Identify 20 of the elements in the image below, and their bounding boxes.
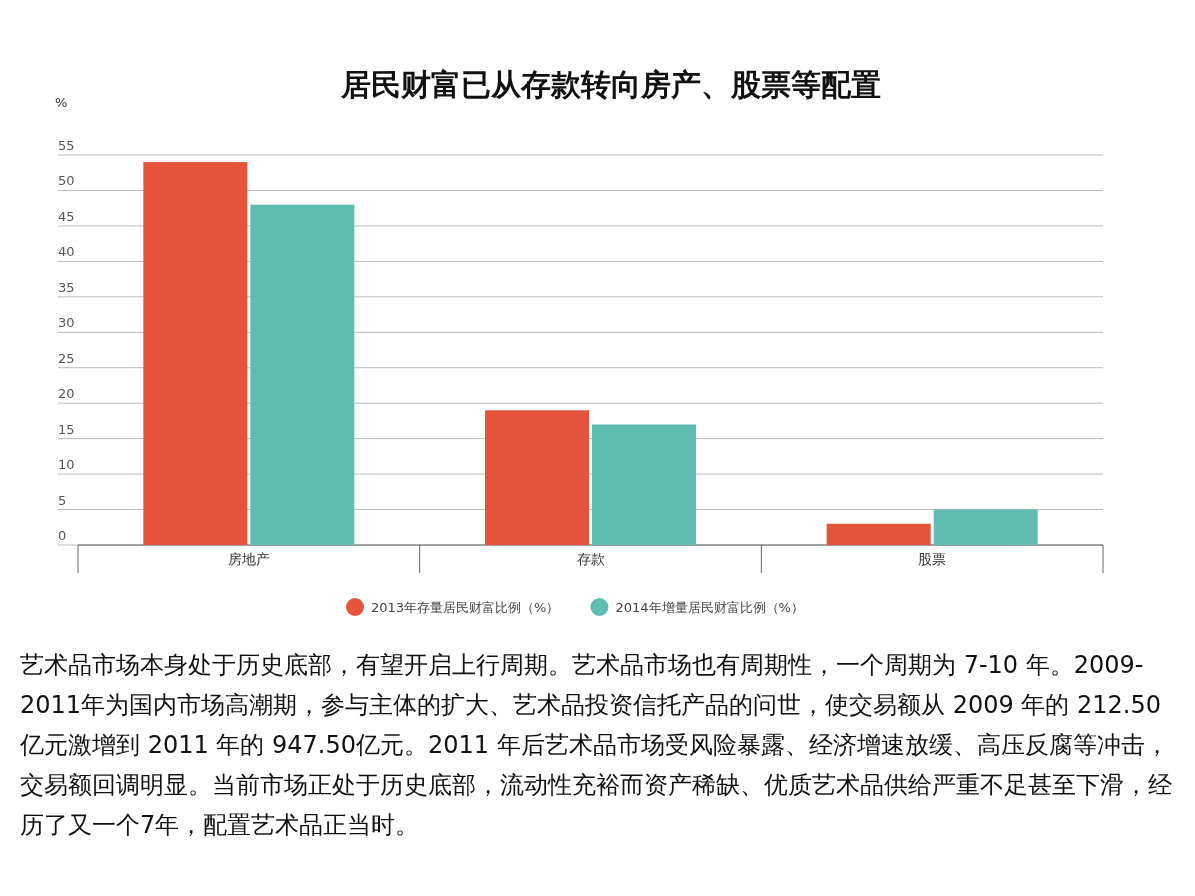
chart-title: 居民财富已从存款转向房产、股票等配置: [339, 67, 881, 102]
y-tick-label: 35: [58, 279, 75, 295]
legend-label: 2014年增量居民财富比例（%）: [615, 600, 804, 615]
x-tick-label: 股票: [918, 551, 947, 567]
y-tick-label: 5: [58, 492, 67, 508]
y-tick-label: 30: [58, 315, 75, 331]
y-axis-title: %: [55, 95, 68, 110]
legend-label: 2013年存量居民财富比例（%）: [371, 600, 560, 615]
y-tick-label: 45: [58, 208, 75, 224]
text: 艺术品市场本身处于历史底部，有望开启上行周期。艺术品市场也有周期性，一个周期为 7-10 年。2009-2011年为国内市场高潮期，参与主体的扩大、艺术品投资信托产品的问世，使交易额从 2009 年的 212.50 亿元激增到 2011 年的 947.50亿元。2011 年后艺术品市场受风险暴露、经济增速放缓、高压反腐等冲击，交易额回调明显。当前市场正处于历史底部，流动性充裕而资产稀缺、优质艺术品供给严重不足甚至下滑，经历了又一个7年，配置艺术品正当时。: [20, 650, 1173, 841]
y-tick-label: 20: [58, 386, 75, 402]
x-tick-label: 房地产: [227, 551, 270, 567]
y-tick-label: 50: [58, 173, 75, 189]
x-tick-label: 存款: [576, 551, 605, 567]
y-tick-label: 0: [58, 528, 67, 543]
y-tick-label: 10: [58, 457, 75, 473]
y-tick-label: 25: [58, 350, 75, 366]
y-tick-label: 40: [58, 244, 75, 260]
y-tick-label: 55: [58, 138, 75, 153]
y-tick-label: 15: [58, 421, 75, 437]
